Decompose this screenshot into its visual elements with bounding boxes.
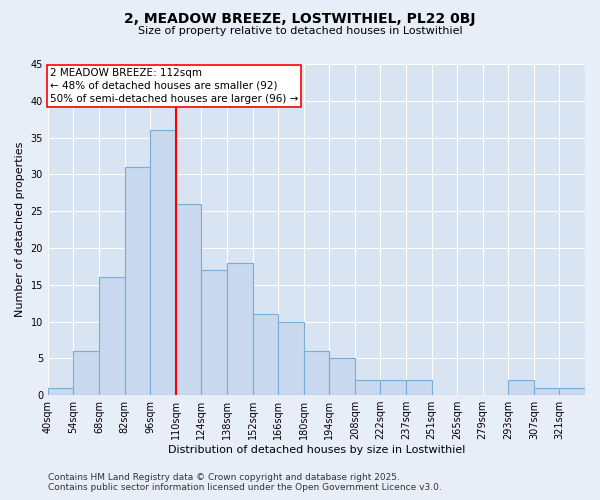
- Text: 2, MEADOW BREEZE, LOSTWITHIEL, PL22 0BJ: 2, MEADOW BREEZE, LOSTWITHIEL, PL22 0BJ: [124, 12, 476, 26]
- Bar: [329, 358, 355, 395]
- Text: Contains HM Land Registry data © Crown copyright and database right 2025.
Contai: Contains HM Land Registry data © Crown c…: [48, 473, 442, 492]
- Bar: [559, 388, 585, 395]
- Bar: [253, 314, 278, 395]
- Bar: [278, 322, 304, 395]
- Text: 2 MEADOW BREEZE: 112sqm
← 48% of detached houses are smaller (92)
50% of semi-de: 2 MEADOW BREEZE: 112sqm ← 48% of detache…: [50, 68, 298, 104]
- Bar: [150, 130, 176, 395]
- Bar: [534, 388, 559, 395]
- Bar: [406, 380, 431, 395]
- Text: Size of property relative to detached houses in Lostwithiel: Size of property relative to detached ho…: [137, 26, 463, 36]
- Bar: [304, 351, 329, 395]
- Bar: [125, 167, 150, 395]
- Bar: [202, 270, 227, 395]
- Bar: [99, 278, 125, 395]
- Bar: [73, 351, 99, 395]
- Bar: [355, 380, 380, 395]
- X-axis label: Distribution of detached houses by size in Lostwithiel: Distribution of detached houses by size …: [168, 445, 465, 455]
- Y-axis label: Number of detached properties: Number of detached properties: [15, 142, 25, 317]
- Bar: [176, 204, 202, 395]
- Bar: [48, 388, 73, 395]
- Bar: [227, 262, 253, 395]
- Bar: [508, 380, 534, 395]
- Bar: [380, 380, 406, 395]
